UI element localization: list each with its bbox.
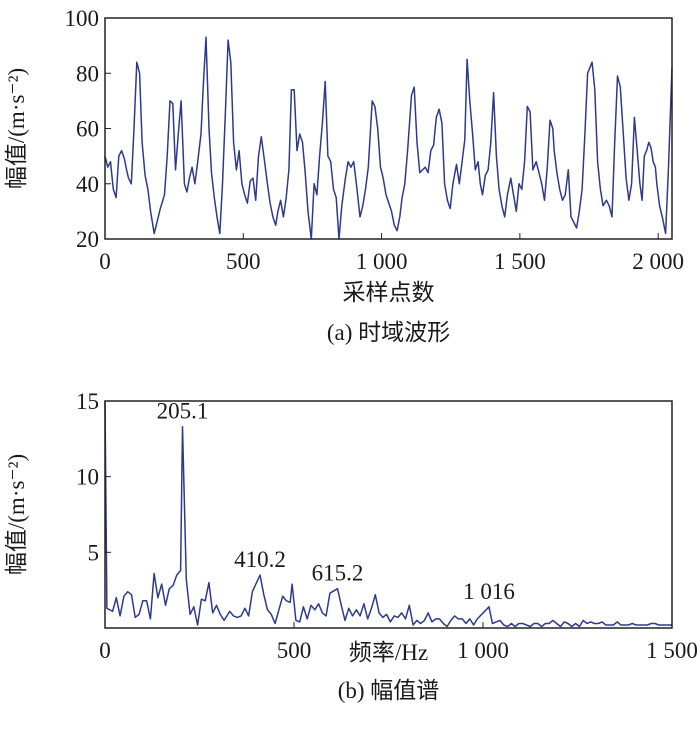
y-tick-label: 20 [76, 227, 99, 252]
y-tick-label: 10 [76, 465, 99, 490]
x-tick-label: 2 000 [632, 249, 684, 274]
peak-annotation: 410.2 [234, 547, 286, 572]
y-tick-label: 100 [65, 6, 100, 31]
x-tick-label: 0 [99, 638, 111, 663]
x-tick-label: 500 [277, 638, 312, 663]
plot-frame [104, 17, 673, 240]
plot-frame [104, 400, 673, 629]
peak-annotation: 205.1 [157, 399, 209, 424]
peak-annotation: 1 016 [463, 579, 515, 604]
x-tick-label: 500 [226, 249, 261, 274]
x-axis-label: 频率/Hz [349, 640, 428, 665]
x-tick-label: 1 000 [457, 638, 509, 663]
y-tick-label: 15 [76, 389, 99, 414]
peak-annotation: 615.2 [312, 561, 364, 586]
x-axis-label: 采样点数 [343, 280, 435, 305]
y-tick-label: 5 [88, 540, 100, 565]
y-tick-label: 40 [76, 172, 99, 197]
x-tick-label: 1 500 [494, 249, 546, 274]
y-axis-label: 幅值/(m·s⁻²) [4, 68, 29, 189]
figure-caption: (a) 时域波形 [327, 320, 450, 345]
x-tick-label: 0 [99, 249, 111, 274]
amplitude-spectrum-chart: 0 500 1 000 1 500 5 10 15 频率/Hz 幅值/(m·s⁻²) (b) 幅值… [4, 389, 698, 703]
figure-caption: (b) 幅值谱 [338, 678, 440, 703]
x-tick-label: 1 000 [356, 249, 408, 274]
series-line [104, 400, 672, 628]
y-tick-label: 60 [76, 117, 99, 142]
series-line [104, 36, 673, 240]
y-tick-label: 80 [76, 61, 99, 86]
x-tick-label: 1 500 [646, 638, 698, 663]
y-axis-label: 幅值/(m·s⁻²) [4, 454, 29, 575]
time-waveform-chart: 0 500 1 000 1 500 2 000 20 40 60 80 100 采样点数 幅值/(m·… [4, 6, 684, 345]
